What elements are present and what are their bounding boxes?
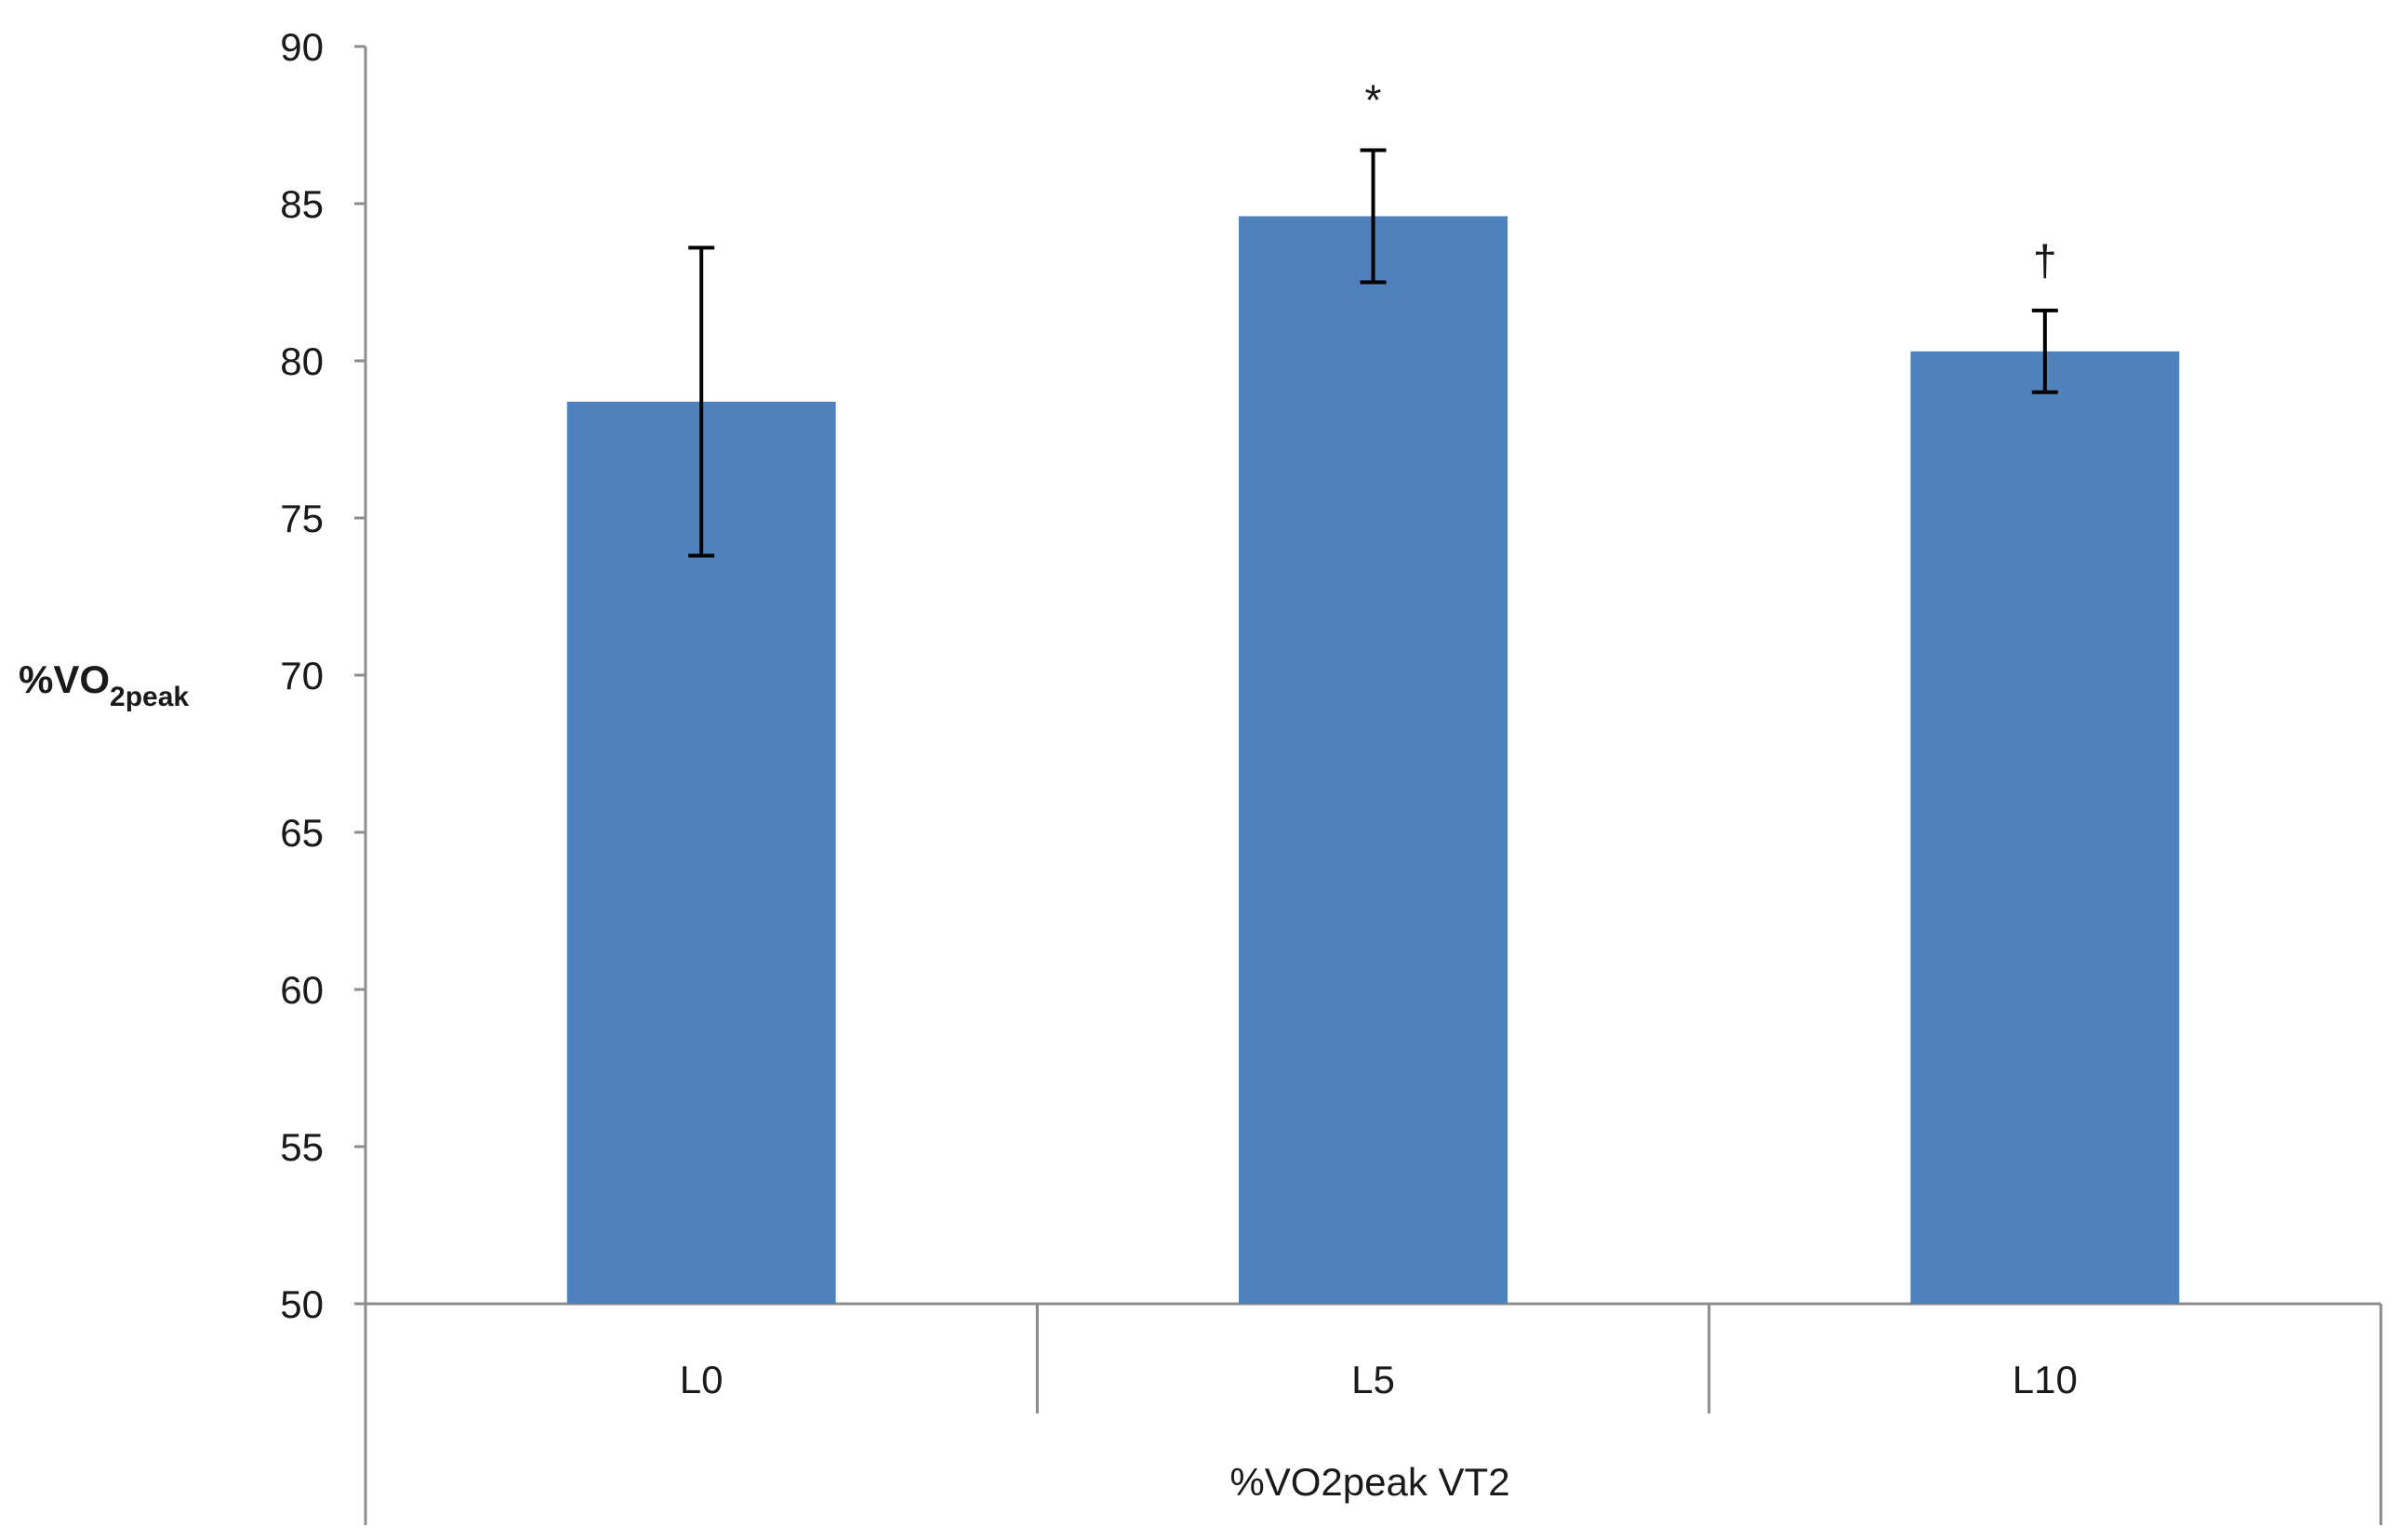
significance-marker-L5: * [1365,76,1382,125]
y-tick-label: 90 [280,25,324,69]
x-tick-label-L5: L5 [1351,1358,1395,1401]
y-tick-label: 75 [280,497,324,540]
y-tick-label: 85 [280,182,324,226]
y-tick-label: 50 [280,1282,324,1326]
error-bars [688,148,2058,558]
x-tick-label-L10: L10 [2013,1358,2078,1401]
x-axis-label: %VO2peak VT2 [1229,1460,1509,1504]
y-tick-label: 65 [280,811,324,855]
y-axis-label-subscript: 2peak [110,682,189,712]
y-tick-label: 70 [280,654,324,697]
significance-marker-L10: † [2033,236,2057,285]
bar-L10 [1910,351,2180,1304]
y-tick-label: 80 [280,339,324,383]
bar-L5 [1239,216,1508,1304]
x-tick-label-L0: L0 [680,1358,724,1401]
y-axis-label-main: %VO [19,657,110,701]
y-tick-label: 55 [280,1125,324,1169]
labels: L0 * L5 † L10 [680,76,2078,1401]
bars [566,216,2180,1304]
y-axis-label: %VO2peak [19,657,189,712]
y-tick-label: 60 [280,968,324,1012]
